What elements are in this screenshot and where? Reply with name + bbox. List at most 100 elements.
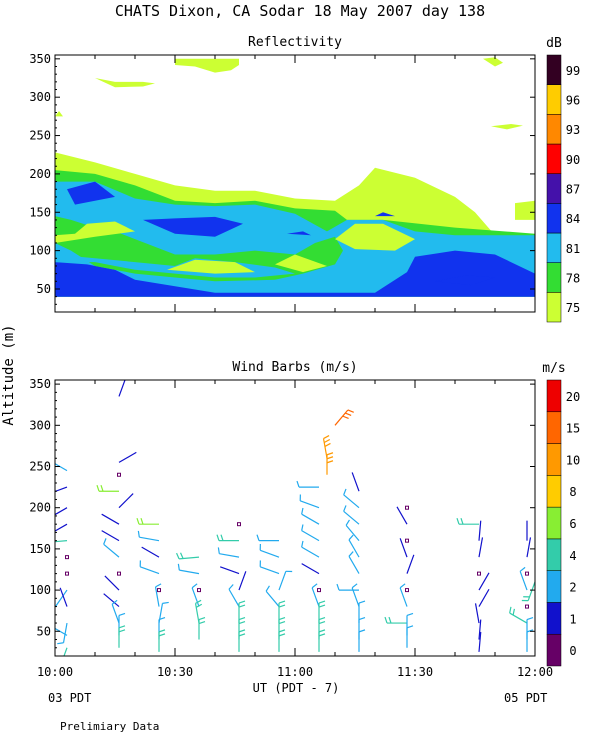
colorbar-label: 6	[569, 517, 576, 531]
wind-barb-110	[526, 629, 534, 652]
y-tick-label: 350	[29, 52, 51, 66]
plot-frame	[54, 379, 536, 657]
wind-barb-99	[474, 603, 480, 624]
reflectivity-region-13	[375, 212, 395, 217]
wind-barb-23	[111, 599, 120, 624]
wind-barb-42	[216, 534, 239, 542]
wind-barb-70	[322, 435, 331, 459]
reflectivity-region-10	[143, 216, 243, 237]
wind-barb-62	[301, 540, 320, 558]
wind-barb-82	[358, 629, 366, 652]
reflectivity-region-19	[335, 223, 415, 251]
reflectivity-region-18	[55, 221, 135, 243]
wind-barb-45	[238, 571, 247, 591]
colorbar-label: 75	[566, 301, 580, 315]
wind-barb-3	[55, 523, 68, 532]
wind-barb-105	[519, 566, 528, 591]
colorbar-swatch	[546, 54, 562, 85]
wind-barb-27	[137, 530, 160, 542]
reflectivity-panel: Reflectivity 50 100 150 200 250 300 350 dB 75 78 81…	[29, 35, 580, 323]
wind-barb-14	[117, 472, 121, 477]
x-tick-label: 12:00	[517, 665, 553, 679]
wind-barb-44	[220, 566, 240, 575]
colorbar-label: 87	[566, 183, 580, 197]
reflectivity-region-6	[515, 200, 535, 220]
wind-barb-50	[256, 534, 279, 542]
wind-barb-1	[55, 486, 68, 493]
x-tick-label: 11:00	[277, 665, 313, 679]
y-tick-label: 150	[29, 542, 51, 556]
y-tick-label: 100	[29, 244, 51, 258]
colorbar-label: 99	[566, 64, 580, 78]
wind-barb-61	[301, 524, 320, 542]
y-tick-label: 350	[29, 377, 51, 391]
wind-barb-28	[141, 546, 160, 558]
wind-barb-29	[139, 560, 160, 575]
wind-barb-93	[456, 517, 479, 525]
wind-barb-56	[278, 616, 286, 640]
wind-barb-35	[176, 552, 200, 560]
colorbar-label: 4	[569, 549, 576, 563]
colorbar-unit: m/s	[542, 361, 565, 376]
colorbar-label: 2	[569, 581, 576, 595]
wind-barb-88	[405, 588, 409, 593]
wind-barb-2	[55, 507, 68, 516]
colorbar-swatch	[546, 114, 562, 145]
wind-barb-74	[343, 505, 360, 525]
wind-barb-8	[59, 587, 68, 607]
wind-barb-12	[118, 380, 126, 397]
wind-barb-92	[406, 625, 414, 648]
colorbar-label: 93	[566, 123, 580, 137]
wind-barb-71	[334, 409, 354, 426]
wind-barb-46	[228, 584, 240, 607]
wind-barb-9	[57, 622, 68, 645]
wind-barb-59	[299, 494, 320, 509]
wind-barb-52	[259, 560, 280, 575]
wind-barb-104	[525, 571, 529, 576]
colorbar-swatch	[546, 203, 562, 234]
reflectivity-region-9	[67, 181, 115, 205]
wind-barb-72	[351, 472, 360, 492]
x-tick-label: 10:30	[157, 665, 193, 679]
colorbar-swatch	[546, 292, 562, 323]
wind-barb-18	[101, 530, 120, 542]
wind-barb-24	[118, 612, 126, 636]
y-tick-label: 50	[37, 282, 51, 296]
wind-barb-78	[336, 583, 359, 591]
y-tick-label: 50	[37, 624, 51, 638]
wind-barb-15	[96, 485, 119, 492]
wind-barb-69	[326, 452, 334, 475]
wind-barb-84	[396, 506, 408, 525]
y-tick-label: 150	[29, 205, 51, 219]
wind-barb-77	[348, 551, 360, 574]
x-tick-label: 11:30	[397, 665, 433, 679]
colorbar-swatch	[546, 84, 562, 115]
wind-barb-11	[63, 647, 68, 656]
footer-note: Prelimiary Data	[60, 720, 159, 733]
wind-barb-19	[103, 538, 120, 558]
wind-barb-30	[157, 588, 161, 593]
colorbar-label: 96	[566, 94, 580, 108]
colorbar-label: 20	[566, 390, 580, 404]
colorbar-label: 15	[566, 422, 580, 436]
wind-barb-7	[55, 589, 68, 608]
wind-barb-107	[509, 606, 528, 624]
colorbar-swatch	[546, 443, 562, 476]
reflectivity-region-11	[287, 231, 311, 236]
colorbar-label: 81	[566, 242, 580, 256]
panel-title: Wind Barbs (m/s)	[232, 360, 357, 375]
panel-title: Reflectivity	[248, 35, 342, 50]
y-tick-label: 300	[29, 90, 51, 104]
wind-barb-51	[259, 543, 280, 558]
wind-barb-98	[478, 588, 490, 607]
plot-area	[55, 57, 535, 297]
colorbar-swatch	[546, 538, 562, 571]
wind-barb-60	[301, 507, 320, 525]
wind-barb-32	[158, 601, 169, 624]
wind-barb-103	[526, 537, 532, 558]
wind-barb-22	[103, 593, 120, 608]
x-tick-label: 10:00	[37, 665, 73, 679]
y-tick-label: 200	[29, 501, 51, 515]
wind-barb-96	[477, 571, 481, 576]
